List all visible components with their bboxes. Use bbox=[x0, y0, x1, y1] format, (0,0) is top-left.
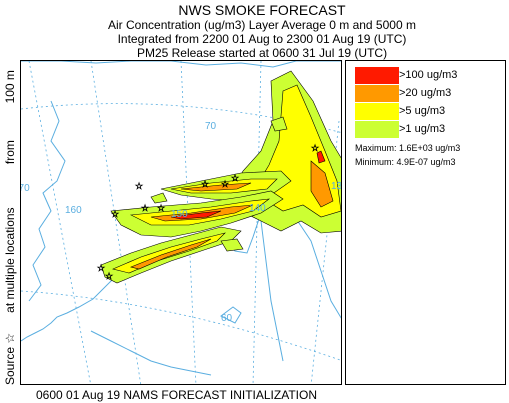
legend-label-5: >5 ug/m3 bbox=[399, 105, 446, 117]
legend-label-100: >100 ug/m3 bbox=[399, 69, 458, 81]
lon-line-140 bbox=[252, 61, 262, 384]
kodiak-island bbox=[220, 306, 242, 324]
source-star-icon: ☆ bbox=[311, 144, 319, 154]
source-star-icon: ☆ bbox=[201, 180, 209, 190]
plume-patch-2 bbox=[150, 192, 168, 204]
map-title: NWS SMOKE FORECAST bbox=[178, 2, 346, 18]
title-block: NWS SMOKE FORECAST Air Concentration (ug… bbox=[20, 2, 504, 60]
lon-line-170 bbox=[28, 61, 92, 384]
plume-east-peak bbox=[316, 150, 326, 164]
plume-east-high bbox=[310, 160, 334, 208]
source-location-label: Source ☆ at multiple locations from 100 … bbox=[2, 55, 18, 385]
source-star-icon: ☆ bbox=[105, 272, 113, 282]
lat-label-70: 70 bbox=[205, 121, 217, 132]
legend-minimum: Minimum: 4.9E-07 ug/m3 bbox=[355, 157, 456, 167]
lon-label-170: 170 bbox=[21, 183, 30, 194]
map-canvas: ☆ ☆ ☆ ☆ ☆ ☆ ☆ ☆ ☆ ☆ 170 160 150 140 130 … bbox=[21, 61, 342, 384]
plume-central-peak bbox=[170, 210, 222, 220]
source-star-icon: ☆ bbox=[111, 210, 119, 220]
source-star-icon: ☆ bbox=[231, 174, 239, 184]
lon-label-160: 160 bbox=[65, 205, 82, 216]
smoke-plumes bbox=[100, 70, 341, 284]
lat-line-60 bbox=[21, 290, 341, 361]
source-star-icon: ☆ bbox=[135, 182, 143, 192]
legend-panel: >100 ug/m3 >20 ug/m3 >5 ug/m3 >1 ug/m3 M… bbox=[345, 60, 506, 385]
source-star-icon: ☆ bbox=[3, 332, 17, 344]
lon-label-130: 130 bbox=[331, 181, 342, 192]
legend-swatch-1 bbox=[355, 121, 399, 138]
lon-label-150: 150 bbox=[171, 209, 188, 220]
panhandle-coast bbox=[290, 210, 341, 319]
map-panel: ☆ ☆ ☆ ☆ ☆ ☆ ☆ ☆ ☆ ☆ 170 160 150 140 130 … bbox=[20, 60, 342, 385]
source-stars: ☆ ☆ ☆ ☆ ☆ ☆ ☆ ☆ ☆ ☆ bbox=[97, 144, 320, 283]
legend-label-20: >20 ug/m3 bbox=[399, 87, 452, 99]
source-from-text: from bbox=[3, 140, 17, 165]
aleutian-islands bbox=[90, 330, 212, 376]
forecast-initialization-footer: 0600 01 Aug 19 NAMS FORECAST INITIALIZAT… bbox=[36, 388, 317, 402]
source-star-icon: ☆ bbox=[97, 264, 105, 274]
yukon-border bbox=[260, 220, 284, 362]
legend-swatch-20 bbox=[355, 85, 399, 102]
lon-label-140: 140 bbox=[249, 203, 266, 214]
plume-north-high bbox=[180, 182, 252, 192]
subtitle-release: PM25 Release started at 0600 31 Jul 19 (… bbox=[136, 46, 388, 60]
lat-label-60: 60 bbox=[221, 313, 233, 324]
legend-swatch-100 bbox=[355, 67, 399, 84]
source-star-icon: ☆ bbox=[141, 204, 149, 214]
graticule-labels: 170 160 150 140 130 70 60 bbox=[21, 121, 342, 324]
subtitle-integration: Integrated from 2200 01 Aug to 2300 01 A… bbox=[117, 32, 407, 46]
source-multiple-text: at multiple locations bbox=[3, 207, 17, 313]
legend-swatch-5 bbox=[355, 103, 399, 120]
plume-south-high bbox=[130, 238, 212, 270]
plume-patch-3 bbox=[270, 116, 288, 132]
source-star-icon: ☆ bbox=[221, 180, 229, 190]
lon-line-150 bbox=[180, 61, 197, 384]
western-coast bbox=[28, 100, 66, 302]
legend-maximum: Maximum: 1.6E+03 ug/m3 bbox=[355, 143, 461, 153]
source-star-icon: ☆ bbox=[157, 204, 165, 214]
legend-label-1: >1 ug/m3 bbox=[399, 123, 446, 135]
source-height-text: 100 m bbox=[3, 70, 17, 104]
source-word: Source bbox=[3, 346, 17, 385]
plume-patch-1 bbox=[220, 238, 244, 252]
subtitle-concentration: Air Concentration (ug/m3) Layer Average … bbox=[108, 18, 416, 32]
alaska-coastline bbox=[21, 61, 341, 68]
